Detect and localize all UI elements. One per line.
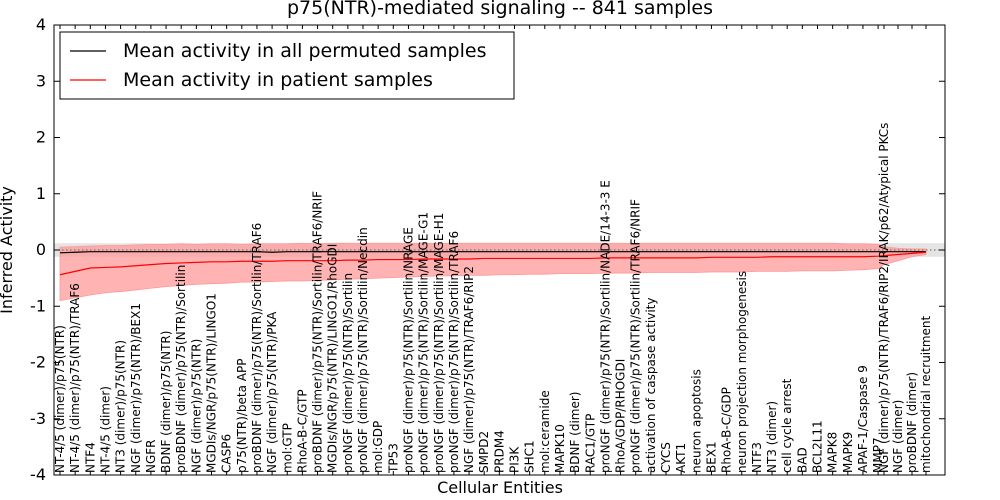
legend-label-patient: Mean activity in patient samples [123, 69, 433, 91]
x-axis: NT-4/5 (dimer)/p75(NTR) NT-4/5 (dimer)/p7… [53, 25, 933, 475]
x-tick-label: NGF (dimer)/p75(NTR)/BEX1 [129, 303, 143, 473]
x-tick-label: NGF (dimer)/p75(NTR)/PKA [265, 311, 279, 473]
x-tick-label: mol:ceramide [538, 390, 552, 473]
x-tick-label: MGDIs/NGR/p75(NTR)/LINGO1 [205, 293, 219, 473]
y-tick-label: 3 [36, 71, 46, 90]
y-axis: -4 -3 -2 -1 0 1 2 3 4 [30, 15, 945, 484]
x-tick-label: PI3K [508, 446, 522, 473]
x-tick-label: NT3 (dimer) [765, 401, 779, 473]
x-tick-label: proBDNF (dimer) [905, 372, 919, 473]
y-tick-label: -2 [30, 353, 46, 372]
x-tick-label: NGF (dimer)/p75(NTR) [189, 339, 203, 473]
x-tick-label: MAPK9 [841, 432, 855, 473]
x-tick-label: NTF4 [83, 442, 97, 473]
x-tick-label: CYCS [659, 442, 673, 473]
x-tick-label: NTF3 [750, 442, 764, 473]
y-tick-label: -1 [30, 296, 46, 315]
y-tick-label: 1 [36, 184, 46, 203]
x-tick-label: BCL2L11 [811, 420, 825, 473]
x-tick-label: NGF (dimer)/p75(NTR)/TRAF6/RIP2 [462, 266, 476, 473]
y-axis-title: Inferred Activity [0, 186, 16, 314]
x-tick-label: proNGF (dimer)/p75(NTR)/Sortilin/TRAF6/N… [629, 199, 643, 473]
x-tick-label: SHC1 [523, 440, 537, 473]
x-tick-label: APAF-1/Caspase 9 [856, 365, 870, 473]
x-tick-label: MMP7 [871, 437, 885, 473]
x-tick-label: NGFR [144, 439, 158, 473]
x-tick-label: NT3 (dimer)/p75(NTR) [114, 340, 128, 473]
x-tick-label: PRDM4 [492, 430, 506, 473]
x-tick-label: NGF (dimer)/p75(NTR)/TRAF6/RIP2/IRAK/p62… [877, 123, 891, 473]
legend: Mean activity in all permuted samples Me… [59, 31, 515, 100]
x-tick-label: neuron apoptosis [689, 369, 703, 473]
x-tick-label: activation of caspase activity [644, 298, 658, 473]
x-tick-label: proNGF (dimer)/p75(NTR)/Sortilin/Necdin [356, 227, 370, 473]
x-tick-label: RAC1/GTP [583, 414, 597, 473]
x-tick-label: RhoA-B-C/GDP [720, 387, 734, 473]
x-tick-label: proBDNF (dimer)/p75(NTR)/Sortilin/TRAF6/… [311, 191, 325, 473]
y-tick-label: 2 [36, 128, 46, 147]
plot-area [54, 242, 945, 302]
x-tick-label: NT-4/5 (dimer) [98, 386, 112, 473]
legend-box [59, 31, 515, 100]
x-tick-label: RhoA/GDP/RHOGDI [614, 359, 628, 473]
x-tick-label: BAD [795, 447, 809, 473]
x-tick-label: mol:GTP [280, 423, 294, 473]
x-tick-label: proNGF (dimer)/p75(NTR)/Sortilin [341, 273, 355, 473]
x-tick-label: proNGF (dimer)/p75(NTR)/Sortilin/MAGE-G1 [417, 212, 431, 473]
x-tick-label: p75(NTR)/beta APP [235, 359, 249, 474]
x-tick-label: MGDIs/NGR/p75(NTR)/LINGO1/RhoGDI [326, 244, 340, 473]
x-tick-label: NT-4/5 (dimer)/p75(NTR) [53, 325, 67, 473]
y-tick-label: -4 [30, 465, 46, 484]
x-tick-label: MAPK8 [826, 432, 840, 473]
x-tick-label: proNGF (dimer)/p75(NTR)/Sortilin/NADE/14… [598, 180, 612, 473]
x-tick-label: proNGF (dimer)/p75(NTR)/Sortilin/MAGE-H1 [432, 213, 446, 473]
x-tick-label: mitochondrial recruitment [919, 315, 933, 473]
x-tick-label: MAPK10 [553, 424, 567, 473]
x-tick-label: proBDNF (dimer)/p75(NTR)/Sortilin/TRAF6 [250, 223, 264, 473]
x-tick-label: cell cycle arrest [780, 378, 794, 473]
x-tick-label: TP53 [386, 443, 400, 474]
permuted-mean-line [59, 251, 926, 254]
x-tick-label: neuron projection morphogenesis [735, 271, 749, 473]
x-tick-label: NT-4/5 (dimer)/p75(NTR)/TRAF6 [68, 283, 82, 473]
patient-mean-line [59, 251, 927, 276]
y-tick-label: 4 [36, 15, 46, 34]
legend-label-permuted: Mean activity in all permuted samples [123, 40, 486, 62]
x-tick-label: SMPD2 [477, 431, 491, 473]
x-tick-label: BDNF (dimer)/p75(NTR) [159, 331, 173, 473]
x-axis-title: Cellular Entities [437, 478, 563, 497]
x-tick-label: CASP6 [220, 434, 234, 473]
chart-title: p75(NTR)-mediated signaling -- 841 sampl… [287, 0, 713, 19]
x-tick-label: mol:GDP [371, 421, 385, 473]
x-tick-label: proNGF (dimer)/p75(NTR)/Sortilin/NRAGE [401, 227, 415, 473]
x-tick-label: proBDNF (dimer)/p75(NTR)/Sortilin [174, 265, 188, 473]
x-tick-label: BDNF (dimer) [568, 392, 582, 474]
x-tick-label: AKT1 [674, 443, 688, 473]
x-tick-label: RhoA-B-C/GTP [295, 389, 309, 473]
x-tick-label: NGF (dimer) [891, 400, 905, 473]
y-tick-label: 0 [36, 240, 46, 259]
x-tick-label: BEX1 [704, 441, 718, 473]
y-tick-label: -3 [30, 409, 46, 428]
x-tick-label: proNGF (dimer)/p75(NTR)/Sortilin/TRAF6 [447, 231, 461, 473]
